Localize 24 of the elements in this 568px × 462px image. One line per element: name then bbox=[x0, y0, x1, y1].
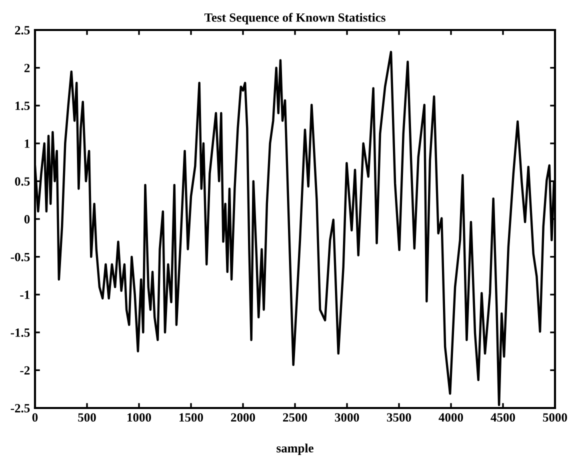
x-tick-label: 4000 bbox=[438, 413, 464, 422]
y-tick-label: -0.5 bbox=[10, 252, 30, 262]
x-tick-label: 3000 bbox=[334, 413, 360, 422]
x-tick-label: 500 bbox=[78, 413, 96, 422]
y-tick-label: 0 bbox=[24, 215, 30, 224]
x-tick-label: 2500 bbox=[283, 413, 308, 422]
y-tick-label: -2.5 bbox=[10, 404, 30, 413]
x-tick-label: 3500 bbox=[386, 413, 412, 422]
x-tick-label: 1000 bbox=[128, 413, 152, 422]
y-tick-label: 1.5 bbox=[16, 102, 30, 110]
y-tick-label: 1 bbox=[24, 139, 30, 148]
y-tick-label: 2.5 bbox=[15, 26, 30, 35]
x-tick-label: 1500 bbox=[180, 413, 204, 422]
x-tick-label: 2000 bbox=[231, 413, 256, 422]
y-tick-label: -1.5 bbox=[10, 328, 30, 337]
y-tick-label: 2 bbox=[24, 64, 30, 72]
chart-title: Test Sequence of Known Statistics bbox=[204, 12, 386, 24]
x-tick-label: 0 bbox=[32, 413, 38, 422]
y-tick-label: -2 bbox=[20, 366, 30, 375]
x-tick-label: 4500 bbox=[490, 413, 516, 422]
y-tick-label: 0.5 bbox=[14, 177, 30, 186]
y-tick-label: -1 bbox=[20, 290, 30, 299]
x-tick-label: 5000 bbox=[543, 413, 568, 422]
x-axis-title: sample bbox=[276, 444, 314, 455]
